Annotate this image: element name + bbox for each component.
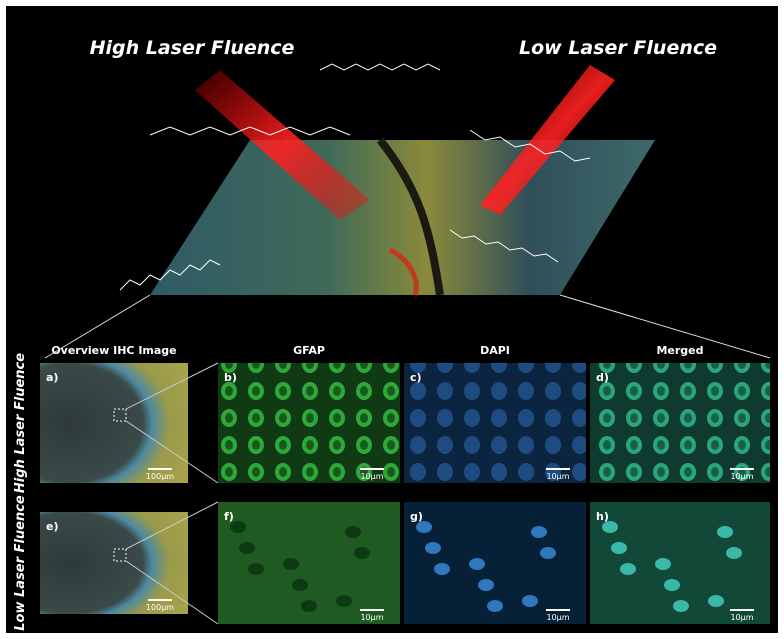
scale-bar-label: 10µm xyxy=(360,472,383,481)
scale-bar-label: 100µm xyxy=(146,472,174,481)
scale-bar-label: 10µm xyxy=(546,472,569,481)
cell xyxy=(292,579,308,591)
micrograph xyxy=(40,512,188,614)
cell xyxy=(522,595,538,607)
zoom-line xyxy=(125,560,219,625)
cell xyxy=(664,579,680,591)
column-header: Overview IHC Image xyxy=(51,344,176,357)
cell xyxy=(611,542,627,554)
panel-letter: e) xyxy=(46,520,59,533)
cell xyxy=(717,526,733,538)
panel-letter: d) xyxy=(596,371,609,384)
cell xyxy=(602,521,618,533)
cell xyxy=(425,542,441,554)
scale-bar-label: 10µm xyxy=(730,472,753,481)
panel-letter: h) xyxy=(596,510,609,523)
scale-bar-label: 100µm xyxy=(146,603,174,612)
zoom-line xyxy=(44,294,151,359)
row-label: Low Laser Fluence xyxy=(13,495,28,631)
panel-letter: c) xyxy=(410,371,422,384)
column-header: GFAP xyxy=(293,344,325,357)
cell xyxy=(726,547,742,559)
cell xyxy=(230,521,246,533)
cell xyxy=(416,521,432,533)
header-left: High Laser Fluence xyxy=(90,37,295,59)
zoom-line xyxy=(125,362,219,410)
micrograph xyxy=(218,363,400,483)
roi-box xyxy=(113,548,127,562)
cell xyxy=(248,563,264,575)
cell xyxy=(673,600,689,612)
scale-bar-label: 10µm xyxy=(546,613,569,622)
micrograph xyxy=(40,363,188,483)
panel-letter: f) xyxy=(224,510,234,523)
cell xyxy=(434,563,450,575)
cell xyxy=(655,558,671,570)
header-right: Low Laser Fluence xyxy=(519,37,717,59)
cell xyxy=(620,563,636,575)
cell xyxy=(301,600,317,612)
fissure xyxy=(376,137,444,296)
lipid-structures xyxy=(119,63,591,291)
zoom-line xyxy=(559,294,771,359)
micrograph xyxy=(404,363,586,483)
cell xyxy=(708,595,724,607)
roi-box xyxy=(113,408,127,422)
row-label: High Laser Fluence xyxy=(13,353,28,493)
cell xyxy=(354,547,370,559)
laser-high xyxy=(195,70,370,220)
cell xyxy=(469,558,485,570)
cell xyxy=(540,547,556,559)
micrograph xyxy=(590,363,770,483)
cell xyxy=(283,558,299,570)
cell xyxy=(345,526,361,538)
zoom-line xyxy=(125,420,219,484)
cell xyxy=(336,595,352,607)
panel-letter: g) xyxy=(410,510,423,523)
laser-low xyxy=(480,65,615,215)
column-header: DAPI xyxy=(480,344,510,357)
column-header: Merged xyxy=(656,344,703,357)
cell xyxy=(478,579,494,591)
scale-bar-label: 10µm xyxy=(730,613,753,622)
cell xyxy=(239,542,255,554)
panel-letter: a) xyxy=(46,371,58,384)
scale-bar-label: 10µm xyxy=(360,613,383,622)
cell xyxy=(531,526,547,538)
zoom-line xyxy=(125,501,219,550)
cell xyxy=(487,600,503,612)
panel-letter: b) xyxy=(224,371,237,384)
vessel xyxy=(388,247,419,296)
